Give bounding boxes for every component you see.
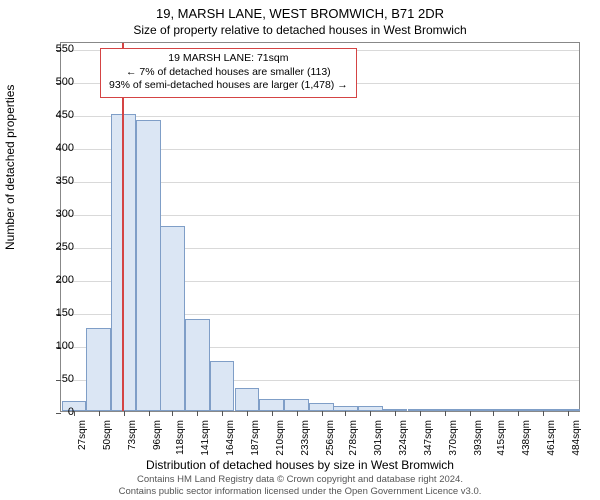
x-tick-mark [247,411,248,416]
y-tick-label: 300 [34,208,74,220]
x-tick-label: 141sqm [200,420,211,456]
y-tick-label: 450 [34,109,74,121]
x-tick-mark [149,411,150,416]
y-tick-label: 100 [34,340,74,352]
x-tick-label: 347sqm [423,420,434,456]
x-tick-mark [322,411,323,416]
y-tick-label: 350 [34,175,74,187]
x-tick-mark [445,411,446,416]
x-tick-label: 370sqm [448,420,459,456]
x-tick-mark [74,411,75,416]
x-tick-mark [222,411,223,416]
footer-line-1: Contains HM Land Registry data © Crown c… [0,474,600,486]
histogram-bar [136,120,161,411]
x-tick-mark [99,411,100,416]
chart-container: 19, MARSH LANE, WEST BROMWICH, B71 2DR S… [0,0,600,500]
histogram-bar [284,399,309,411]
chart-title: 19, MARSH LANE, WEST BROMWICH, B71 2DR [0,0,600,21]
x-tick-label: 301sqm [373,420,384,456]
y-tick-label: 0 [34,406,74,418]
plot-wrap: 19 MARSH LANE: 71sqm ← 7% of detached ho… [60,42,580,412]
chart-subtitle: Size of property relative to detached ho… [0,21,600,37]
x-tick-label: 164sqm [225,420,236,456]
y-tick-label: 250 [34,241,74,253]
gridline [61,116,579,117]
footer: Contains HM Land Registry data © Crown c… [0,474,600,498]
x-tick-mark [395,411,396,416]
x-axis-label: Distribution of detached houses by size … [0,458,600,472]
x-tick-mark [420,411,421,416]
y-tick-label: 400 [34,142,74,154]
info-line-2: ← 7% of detached houses are smaller (113… [109,66,348,80]
x-tick-mark [370,411,371,416]
y-tick-label: 550 [34,43,74,55]
info-line-3: 93% of semi-detached houses are larger (… [109,79,348,93]
histogram-bar [86,328,111,411]
histogram-bar [309,403,334,411]
histogram-bar [185,319,210,412]
x-tick-mark [543,411,544,416]
x-tick-label: 187sqm [250,420,261,456]
x-tick-mark [345,411,346,416]
x-tick-label: 27sqm [77,420,88,450]
x-tick-label: 96sqm [152,420,163,450]
footer-line-2: Contains public sector information licen… [0,486,600,498]
x-tick-label: 438sqm [521,420,532,456]
x-tick-mark [568,411,569,416]
x-tick-mark [197,411,198,416]
x-tick-label: 73sqm [127,420,138,450]
x-tick-label: 50sqm [102,420,113,450]
histogram-bar [111,114,136,411]
reference-marker [122,43,124,411]
x-tick-mark [124,411,125,416]
y-tick-label: 500 [34,76,74,88]
y-tick-label: 200 [34,274,74,286]
x-tick-label: 233sqm [300,420,311,456]
x-tick-label: 484sqm [571,420,582,456]
x-tick-mark [493,411,494,416]
histogram-bar [235,388,260,411]
x-tick-mark [172,411,173,416]
info-line-1: 19 MARSH LANE: 71sqm [109,52,348,66]
histogram-bar [259,399,284,411]
x-tick-mark [470,411,471,416]
y-axis-label: Number of detached properties [3,85,17,250]
marker-info-box: 19 MARSH LANE: 71sqm ← 7% of detached ho… [100,48,357,98]
histogram-bar [160,226,185,411]
x-tick-label: 278sqm [348,420,359,456]
x-tick-mark [518,411,519,416]
x-tick-label: 118sqm [175,420,186,455]
x-tick-label: 415sqm [496,420,507,456]
x-tick-mark [272,411,273,416]
x-tick-mark [297,411,298,416]
x-tick-label: 256sqm [325,420,336,456]
x-tick-label: 210sqm [275,420,286,456]
y-tick-label: 50 [34,373,74,385]
histogram-bar [210,361,235,411]
x-tick-label: 324sqm [398,420,409,456]
y-tick-label: 150 [34,307,74,319]
x-tick-label: 461sqm [546,420,557,456]
x-tick-label: 393sqm [473,420,484,456]
